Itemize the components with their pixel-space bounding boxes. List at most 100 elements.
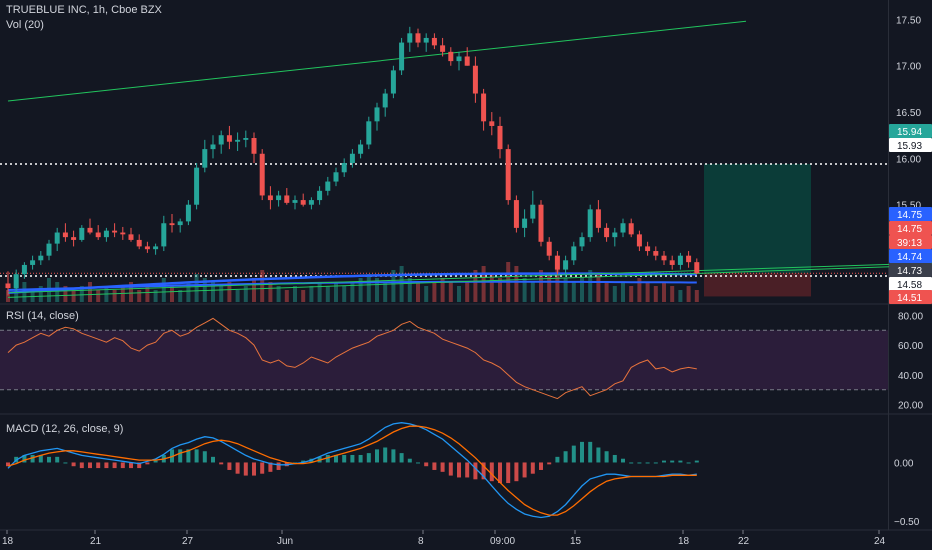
macd-histogram-bar	[678, 460, 683, 463]
price-tag: 14.75	[889, 221, 932, 235]
time-tick-label: 8	[418, 536, 424, 547]
price-tag: 15.94	[889, 124, 932, 138]
macd-histogram-bar	[399, 453, 404, 463]
volume-bar	[563, 278, 568, 302]
macd-histogram-bar	[432, 462, 437, 470]
volume-bar	[448, 282, 453, 302]
volume-bar	[153, 290, 158, 302]
macd-histogram-bar	[457, 462, 461, 478]
candle-body	[226, 135, 232, 142]
macd-histogram-bar	[596, 447, 601, 463]
volume-bar	[555, 266, 560, 302]
candle-body	[112, 230, 118, 233]
macd-histogram-bar	[334, 454, 338, 463]
price-tick-label: 16.00	[896, 154, 921, 165]
moving-average-line	[7, 280, 697, 291]
macd-histogram-bar	[243, 462, 248, 476]
volume-bar	[489, 274, 494, 302]
price-tag: 15.93	[889, 138, 932, 152]
macd-histogram-bar	[539, 462, 543, 470]
macd-histogram-bar	[112, 462, 117, 469]
macd-histogram-bar	[145, 462, 150, 465]
candle-body	[300, 200, 306, 205]
volume-bar	[662, 282, 666, 302]
macd-histogram-bar	[563, 451, 568, 463]
macd-legend: MACD (12, 26, close, 9)	[6, 423, 124, 435]
price-tag-box	[889, 249, 932, 263]
macd-histogram-bar	[416, 462, 420, 464]
volume-bar	[473, 270, 478, 302]
rsi-tick-label: 60.00	[898, 341, 923, 352]
candle-body	[645, 246, 651, 252]
candle-body	[46, 243, 52, 256]
price-tick-label: 16.50	[896, 108, 921, 119]
volume-bar	[252, 278, 256, 302]
time-tick-label: Jun	[277, 536, 293, 547]
volume-bar	[530, 282, 535, 302]
candle-body	[579, 237, 585, 247]
macd-histogram-bar	[178, 449, 183, 463]
candle-body	[481, 93, 487, 122]
candle-body	[358, 144, 364, 154]
macd-histogram-bar	[448, 462, 453, 476]
macd-histogram-bar	[514, 462, 519, 482]
candle-body	[5, 283, 11, 289]
macd-histogram-bar	[219, 462, 224, 465]
candle-body	[382, 93, 388, 108]
candle-body	[472, 65, 478, 94]
price-tick-label: 17.00	[896, 62, 921, 73]
macd-histogram-bar	[530, 462, 535, 474]
candle-body	[103, 230, 109, 238]
volume-bar	[678, 290, 683, 302]
macd-histogram-bar	[424, 462, 429, 467]
macd-tick-label: −0.50	[894, 517, 920, 528]
candle-body	[194, 167, 200, 205]
candle-body	[71, 237, 77, 240]
macd-histogram-bar	[260, 462, 265, 474]
volume-bar	[465, 282, 470, 302]
volume-bar	[325, 286, 330, 302]
candle-body	[317, 190, 323, 201]
price-tag-box	[889, 277, 932, 291]
price-tag-text: 14.74	[897, 252, 922, 263]
volume-bar	[358, 278, 363, 302]
candle-body	[243, 138, 249, 140]
volume-bar	[178, 290, 183, 302]
candle-body	[21, 264, 27, 275]
rsi-tick-label: 40.00	[898, 371, 923, 382]
macd-histogram-bar	[137, 462, 142, 469]
candle-body	[38, 255, 44, 261]
price-tag-box	[889, 290, 932, 304]
macd-histogram-bar	[555, 456, 560, 463]
volume-bar	[424, 286, 429, 302]
volume-bar	[457, 286, 461, 302]
volume-bar	[645, 282, 650, 302]
volume-bar	[514, 266, 519, 302]
volume-bar	[317, 282, 322, 302]
volume-bar	[653, 286, 658, 302]
time-tick-label: 27	[182, 536, 194, 547]
macd-histogram-bar	[662, 460, 666, 463]
volume-bar	[235, 290, 240, 302]
candle-body	[13, 274, 19, 289]
price-tag: 14.51	[889, 290, 932, 304]
symbol-legend: TRUEBLUE INC, 1h, Cboe BZX	[6, 4, 162, 16]
volume-bar	[416, 282, 420, 302]
candle-body	[604, 227, 610, 238]
candle-body	[235, 139, 241, 142]
candle-body	[136, 239, 142, 247]
macd-histogram-bar	[481, 462, 486, 480]
macd-histogram-bar	[71, 462, 76, 467]
time-tick-label: 22	[738, 536, 750, 547]
stop-loss-zone	[704, 273, 811, 297]
price-tag: 14.75	[889, 207, 932, 221]
time-tick-label: 15	[570, 536, 582, 547]
candle-body	[431, 37, 437, 46]
candle-body	[341, 163, 347, 173]
macd-histogram-bar	[301, 460, 306, 463]
candle-body	[694, 262, 700, 274]
macd-histogram-bar	[47, 456, 51, 463]
macd-histogram-bar	[580, 441, 584, 463]
volume-bar	[334, 282, 338, 302]
